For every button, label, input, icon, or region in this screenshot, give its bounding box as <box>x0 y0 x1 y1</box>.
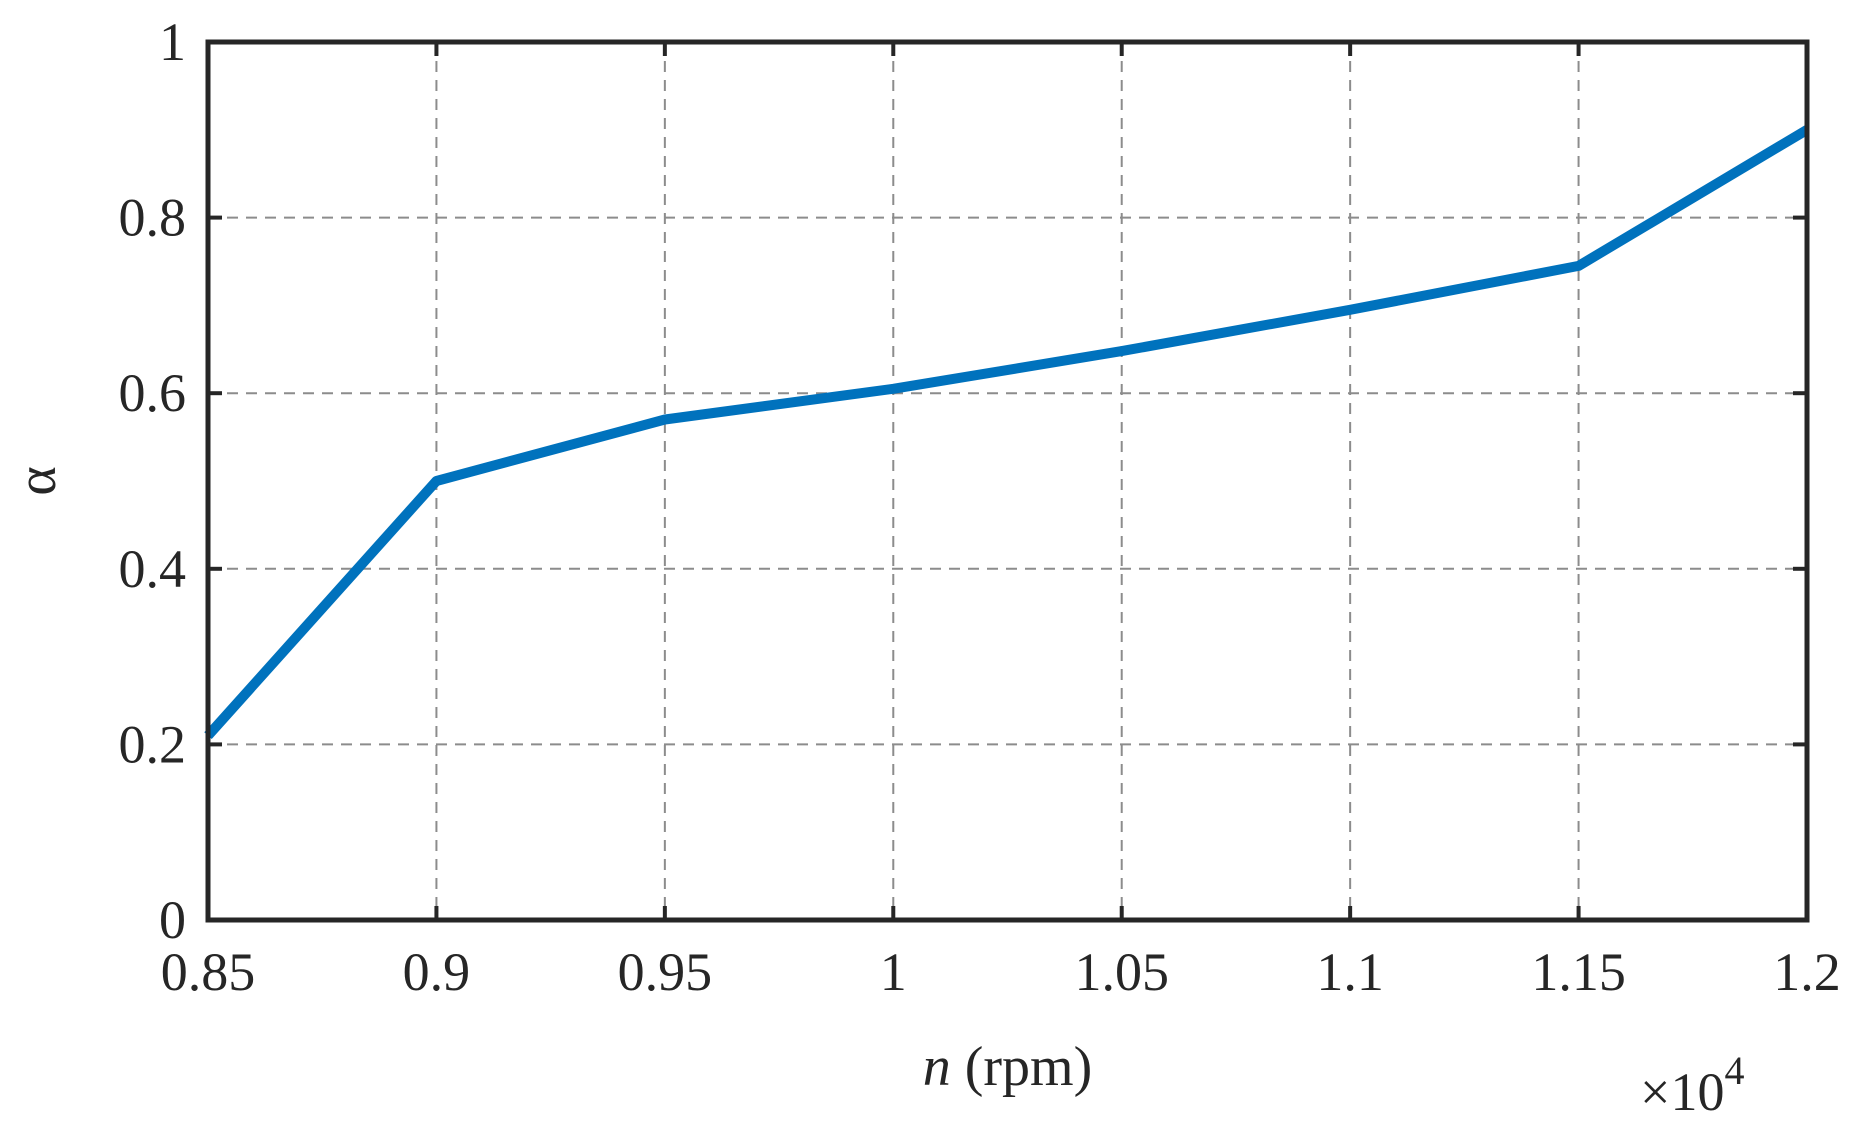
x-axis-multiplier-base: ×10 <box>1640 1062 1724 1122</box>
y-tick-label: 0 <box>159 890 186 950</box>
y-axis-label: α <box>6 466 68 495</box>
x-axis-unit: (rpm) <box>951 1036 1093 1098</box>
x-tick-label: 0.9 <box>403 942 471 1002</box>
tick-marks <box>206 40 1809 922</box>
y-tick-label: 0.8 <box>119 188 187 248</box>
y-tick-label: 0.2 <box>119 714 187 774</box>
x-tick-label: 0.95 <box>618 942 713 1002</box>
x-tick-label: 0.85 <box>161 942 256 1002</box>
y-tick-label: 1 <box>159 12 186 72</box>
x-axis-variable: n <box>923 1036 951 1098</box>
x-tick-labels: 0.85 0.9 0.95 1 1.05 1.1 1.15 1.2 <box>161 942 1841 1002</box>
series-line-alpha <box>204 125 1810 739</box>
y-tick-label: 0.6 <box>119 363 187 423</box>
x-tick-label: 1.2 <box>1773 942 1841 1002</box>
y-tick-label: 0.4 <box>119 539 187 599</box>
x-tick-label: 1 <box>880 942 907 1002</box>
x-tick-label: 1.15 <box>1531 942 1626 1002</box>
x-axis-multiplier: ×104 <box>1640 1048 1744 1122</box>
grid-lines <box>208 42 1807 920</box>
x-axis-multiplier-exponent: 4 <box>1724 1048 1744 1093</box>
axes-frame <box>205 39 1810 923</box>
y-tick-labels: 0 0.2 0.4 0.6 0.8 1 <box>119 12 187 950</box>
x-axis-label: n (rpm) <box>923 1036 1093 1098</box>
x-tick-label: 1.05 <box>1074 942 1169 1002</box>
x-tick-label: 1.1 <box>1316 942 1384 1002</box>
